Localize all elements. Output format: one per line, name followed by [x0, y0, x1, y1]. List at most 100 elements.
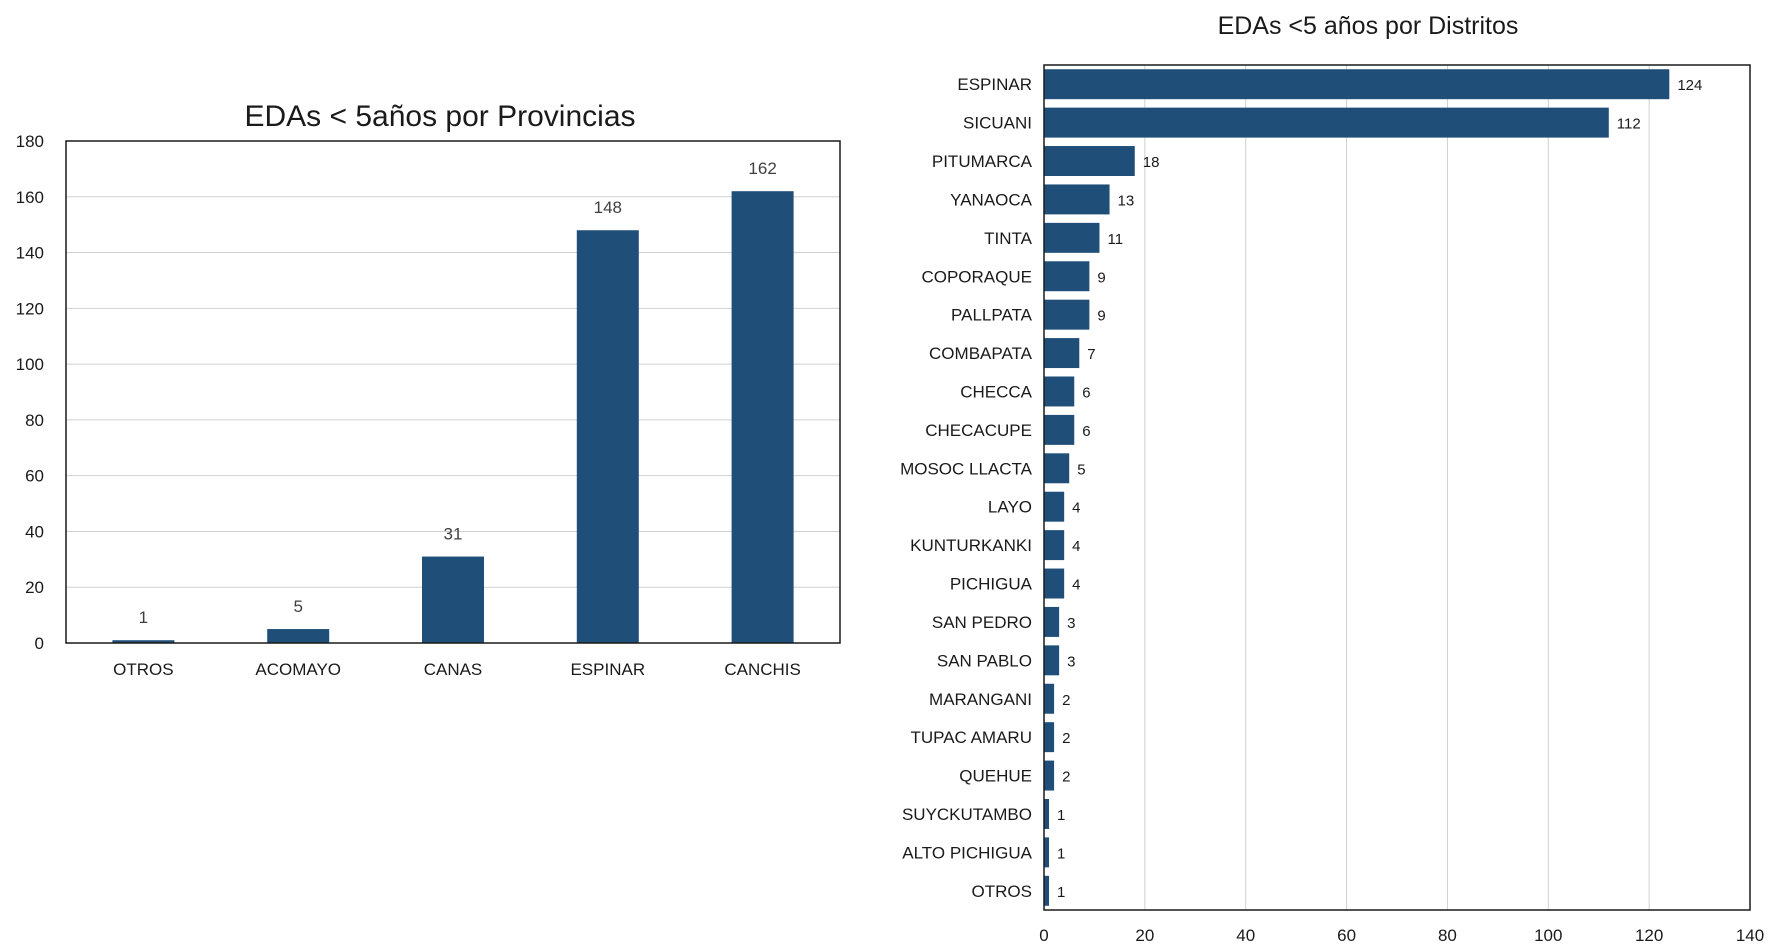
district-bar — [1044, 261, 1090, 292]
district-category-label: ALTO PICHIGUA — [902, 843, 1032, 862]
district-bar — [1044, 491, 1065, 522]
district-bar — [1044, 530, 1065, 561]
province-y-tick-label: 0 — [35, 634, 44, 653]
district-data-label: 2 — [1062, 730, 1070, 747]
province-category-label: ESPINAR — [570, 660, 645, 679]
district-bar-chart: EDAs <5 años por Distritos 0 20 40 60 80 100 1… — [900, 12, 1764, 945]
district-data-label: 1 — [1057, 845, 1065, 862]
district-bar — [1044, 760, 1055, 791]
district-x-tick-label: 140 — [1736, 926, 1764, 945]
province-category-label: OTROS — [113, 660, 173, 679]
district-bar — [1044, 338, 1080, 369]
district-x-axis-ticks: 0 20 40 60 80 100 120 140 — [1039, 926, 1764, 945]
province-y-tick-label: 100 — [16, 355, 44, 374]
district-category-label: PALLPATA — [951, 306, 1033, 325]
district-bar — [1044, 645, 1060, 676]
province-bar — [731, 191, 794, 643]
district-bar — [1044, 875, 1050, 906]
province-data-label: 31 — [444, 525, 463, 544]
district-bar — [1044, 568, 1065, 599]
province-chart-title: EDAs < 5años por Provincias — [244, 100, 635, 133]
district-data-label: 9 — [1097, 308, 1105, 325]
district-data-label: 2 — [1062, 692, 1070, 709]
district-data-label: 13 — [1118, 192, 1135, 209]
district-data-label: 18 — [1143, 154, 1160, 171]
district-x-tick-label: 0 — [1039, 926, 1048, 945]
district-data-label: 1 — [1057, 884, 1065, 901]
province-y-tick-label: 60 — [25, 467, 44, 486]
province-bar — [422, 556, 484, 643]
district-bar — [1044, 146, 1135, 177]
district-category-label: TUPAC AMARU — [910, 728, 1032, 747]
district-data-label: 1 — [1057, 807, 1065, 824]
district-category-label: SUYCKUTAMBO — [902, 805, 1032, 824]
province-y-tick-label: 40 — [25, 522, 44, 541]
district-category-label: PITUMARCA — [932, 152, 1033, 171]
district-data-label: 4 — [1072, 500, 1080, 517]
district-x-tick-label: 20 — [1135, 926, 1154, 945]
district-bar — [1044, 69, 1670, 100]
district-data-label: 4 — [1072, 577, 1080, 594]
district-data-label: 112 — [1617, 116, 1641, 133]
district-data-label: 4 — [1072, 538, 1080, 555]
district-bar — [1044, 107, 1609, 138]
province-plot-frame — [65, 140, 841, 644]
district-bar — [1044, 683, 1055, 714]
district-category-label: COPORAQUE — [921, 267, 1032, 286]
province-y-tick-label: 180 — [16, 132, 44, 151]
district-data-label: 6 — [1082, 423, 1090, 440]
district-data-label: 3 — [1067, 615, 1075, 632]
district-category-label: PICHIGUA — [950, 575, 1033, 594]
district-category-label: LAYO — [988, 498, 1032, 517]
district-data-label: 3 — [1067, 653, 1075, 670]
district-category-label: KUNTURKANKI — [910, 536, 1032, 555]
district-bars — [1044, 69, 1670, 906]
province-bar — [576, 230, 639, 643]
province-category-label: CANAS — [424, 660, 483, 679]
province-data-label: 1 — [139, 608, 148, 627]
district-bar — [1044, 606, 1060, 637]
district-bar — [1044, 414, 1075, 445]
district-data-label: 6 — [1082, 384, 1090, 401]
district-x-tick-label: 120 — [1635, 926, 1663, 945]
province-y-tick-label: 160 — [16, 188, 44, 207]
province-gridlines — [66, 196, 840, 588]
district-category-label: CHECCA — [960, 382, 1032, 401]
district-category-label: SAN PABLO — [937, 651, 1032, 670]
district-x-tick-label: 100 — [1534, 926, 1562, 945]
district-category-label: SICUANI — [963, 114, 1032, 133]
district-bar — [1044, 299, 1090, 330]
district-bar — [1044, 184, 1110, 215]
district-x-tick-label: 60 — [1337, 926, 1356, 945]
province-bars — [112, 191, 794, 643]
district-data-label: 2 — [1062, 769, 1070, 786]
district-x-tick-label: 80 — [1438, 926, 1457, 945]
district-category-label: YANAOCA — [950, 190, 1033, 209]
province-category-label: ACOMAYO — [255, 660, 341, 679]
province-y-tick-label: 120 — [16, 299, 44, 318]
province-category-labels: OTROS ACOMAYO CANAS ESPINAR CANCHIS — [113, 660, 801, 679]
province-bar — [112, 640, 175, 643]
province-bar-chart: EDAs < 5años por Provincias 0 20 40 60 80 100… — [16, 100, 841, 679]
province-data-label: 148 — [594, 198, 622, 217]
district-data-label: 9 — [1097, 269, 1105, 286]
district-plot-frame — [1043, 64, 1751, 911]
province-data-label: 162 — [748, 159, 776, 178]
district-bar — [1044, 798, 1050, 829]
district-category-labels: ESPINAR SICUANI PITUMARCA YANAOCA TINTA COPOR… — [900, 75, 1033, 901]
province-y-tick-label: 80 — [25, 411, 44, 430]
district-data-label: 11 — [1107, 231, 1123, 248]
district-bar — [1044, 837, 1050, 868]
district-category-label: MOSOC LLACTA — [900, 459, 1033, 478]
district-category-label: MARANGANI — [929, 690, 1032, 709]
district-category-label: OTROS — [972, 882, 1032, 901]
district-category-label: SAN PEDRO — [932, 613, 1032, 632]
province-bar — [267, 629, 330, 643]
district-bar — [1044, 722, 1055, 753]
province-data-labels: 1 5 31 148 162 — [139, 159, 777, 627]
district-gridlines — [1144, 65, 1650, 910]
province-category-label: CANCHIS — [724, 660, 801, 679]
district-category-label: CHECACUPE — [925, 421, 1032, 440]
